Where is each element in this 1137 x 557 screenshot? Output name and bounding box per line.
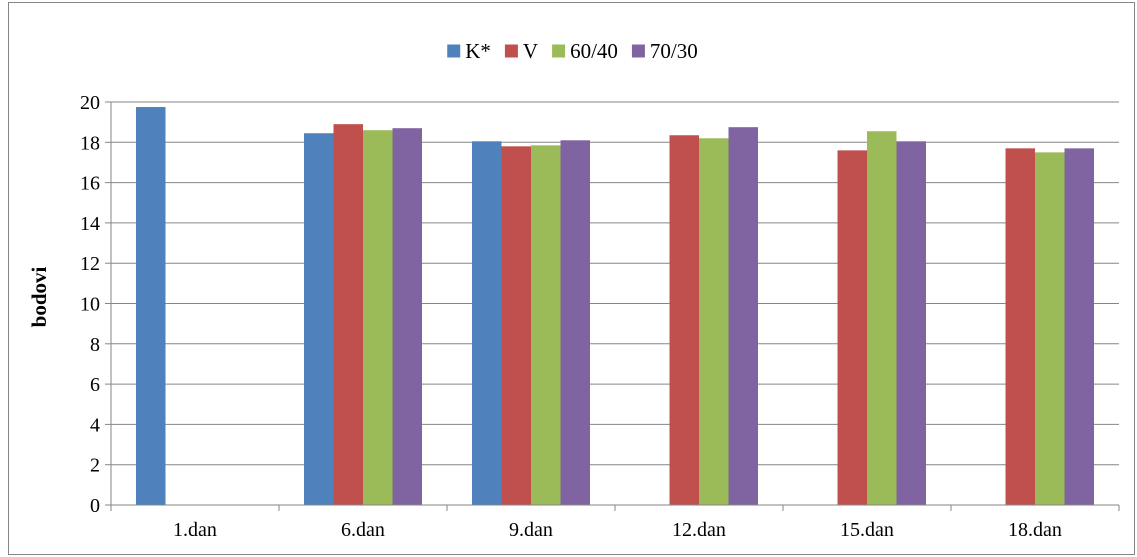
bar-chart: 0 2 4 6 8 10 12 14 16 18 20 1.dan 6.dan 9.dan 12.dan 15… bbox=[27, 39, 1120, 541]
bar-V-6dan bbox=[333, 124, 363, 505]
legend-swatch bbox=[447, 44, 461, 58]
y-tick-label: 10 bbox=[80, 294, 100, 316]
bar-7030-6dan bbox=[392, 128, 422, 505]
y-tick-label: 2 bbox=[90, 455, 100, 477]
bar-7030-18dan bbox=[1064, 148, 1094, 505]
y-tick-label: 14 bbox=[80, 213, 100, 235]
legend-label: 70/30 bbox=[650, 39, 698, 63]
x-tick-label: 9.dan bbox=[509, 519, 553, 541]
bar-V-15dan bbox=[837, 150, 867, 506]
y-tick-label: 4 bbox=[90, 414, 100, 436]
bar-V-12dan bbox=[669, 135, 699, 505]
bar-K-1dan bbox=[136, 107, 166, 505]
legend-swatch bbox=[631, 44, 645, 58]
bar-7030-12dan bbox=[728, 127, 758, 505]
x-tick-label: 12.dan bbox=[672, 519, 726, 541]
y-tick-label: 16 bbox=[80, 173, 100, 195]
bar-7030-9dan bbox=[560, 140, 590, 505]
bar-6040-6dan bbox=[363, 130, 393, 505]
legend-label: V bbox=[523, 39, 538, 63]
gridlines bbox=[111, 101, 1119, 466]
y-tick-label: 6 bbox=[90, 374, 100, 396]
bar-6040-18dan bbox=[1035, 152, 1065, 505]
x-tick-label: 18.dan bbox=[1008, 519, 1062, 541]
bar-K-9dan bbox=[472, 141, 502, 506]
x-tick-label: 1.dan bbox=[173, 519, 217, 541]
y-tick-label: 20 bbox=[80, 92, 100, 114]
bar-6040-9dan bbox=[531, 145, 561, 505]
y-axis-label: bodovi bbox=[27, 266, 51, 327]
legend: K* V 60/40 70/30 bbox=[447, 39, 698, 63]
legend-label: K* bbox=[465, 39, 491, 63]
y-tick-label: 18 bbox=[80, 132, 100, 154]
y-tick-label: 0 bbox=[90, 495, 100, 517]
y-tick-label: 12 bbox=[80, 253, 100, 275]
bar-6040-15dan bbox=[867, 131, 897, 505]
bars bbox=[136, 107, 1094, 506]
bar-K-6dan bbox=[304, 133, 334, 506]
chart-frame: 0 2 4 6 8 10 12 14 16 18 20 1.dan 6.dan 9.dan 12.dan 15… bbox=[8, 2, 1135, 555]
bar-7030-15dan bbox=[896, 141, 926, 506]
axes: 0 2 4 6 8 10 12 14 16 18 20 1.dan 6.dan 9.dan 12.dan 15… bbox=[80, 92, 1120, 541]
y-tick-label: 8 bbox=[90, 334, 100, 356]
x-tick-label: 6.dan bbox=[341, 519, 385, 541]
legend-label: 60/40 bbox=[570, 39, 618, 63]
x-tick-label: 15.dan bbox=[840, 519, 894, 541]
legend-swatch bbox=[552, 44, 566, 58]
bar-V-9dan bbox=[501, 146, 531, 505]
legend-swatch bbox=[504, 44, 518, 58]
bar-V-18dan bbox=[1005, 148, 1035, 505]
bar-6040-12dan bbox=[699, 138, 729, 505]
